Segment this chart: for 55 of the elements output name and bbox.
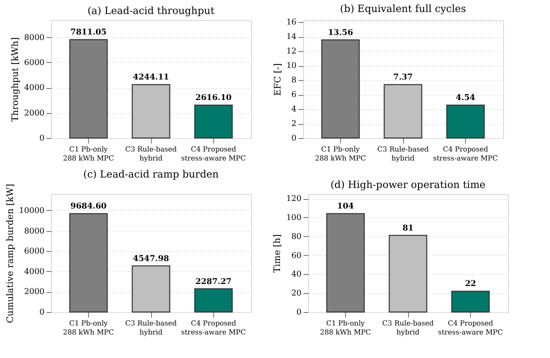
y-tick-label: 0 (296, 308, 302, 316)
bar (446, 104, 485, 138)
data-label: 2287.27 (195, 276, 232, 286)
data-label: 22 (464, 278, 476, 288)
data-label: 4244.11 (132, 72, 170, 82)
y-tick-label: 0 (39, 308, 44, 316)
y-tick-label: 2000 (24, 287, 44, 296)
y-tick-label: 4 (291, 104, 296, 114)
data-label: 4547.98 (132, 252, 170, 263)
bar (388, 234, 428, 312)
bar (194, 288, 233, 312)
bar (194, 104, 233, 138)
chart-title: (c) Lead-acid ramp burden (83, 169, 220, 180)
y-tick-label: 4000 (24, 83, 44, 92)
bar (132, 265, 170, 312)
y-tick-label: 2000 (24, 108, 44, 118)
y-tick-label: 6000 (24, 246, 44, 256)
y-tick-label: 6000 (24, 58, 44, 67)
y-tick-label: 4000 (24, 266, 44, 276)
data-label: 104 (337, 200, 354, 211)
chart-title: (b) Equivalent full cycles (340, 4, 466, 16)
y-tick-label: 14 (286, 32, 296, 42)
data-label: 7.37 (393, 72, 413, 82)
bar (132, 84, 170, 138)
data-label: 13.56 (328, 26, 354, 37)
data-label: 4.54 (456, 92, 476, 102)
y-tick-label: 0 (291, 134, 296, 142)
chart-title: (a) Lead-acid throughput (88, 6, 214, 17)
y-tick-label: 8 (291, 76, 296, 85)
bar (384, 84, 422, 138)
data-label: 9684.60 (70, 200, 108, 211)
y-axis-title: Throughput [kWh] (11, 37, 22, 122)
y-tick-label: 120 (286, 194, 302, 204)
y-tick-label: 10000 (19, 206, 44, 215)
y-tick-label: 2 (291, 119, 296, 128)
y-tick-label: 8000 (24, 32, 44, 42)
y-tick-label: 10 (286, 61, 296, 70)
y-tick-label: 40 (291, 270, 302, 279)
y-tick-label: 12 (286, 46, 296, 56)
y-tick-label: 8000 (24, 226, 44, 236)
data-label: 81 (402, 222, 414, 232)
chart-title: (d) High-power operation time (330, 180, 486, 191)
bar (451, 290, 490, 312)
y-axis-title: EFC [-] (273, 63, 284, 96)
y-axis-title: Time [h] (273, 234, 284, 273)
data-label: 7811.05 (70, 26, 107, 37)
y-tick-label: 20 (291, 288, 302, 298)
y-tick-label: 6 (291, 90, 296, 100)
data-label: 2616.10 (195, 92, 232, 102)
y-tick-label: 100 (286, 212, 302, 222)
y-tick-label: 0 (39, 134, 44, 142)
y-tick-label: 80 (291, 232, 302, 241)
y-axis-title: Cumulative ramp burden [kW] (6, 184, 16, 324)
y-tick-label: 60 (291, 250, 302, 260)
y-tick-label: 16 (286, 18, 296, 27)
